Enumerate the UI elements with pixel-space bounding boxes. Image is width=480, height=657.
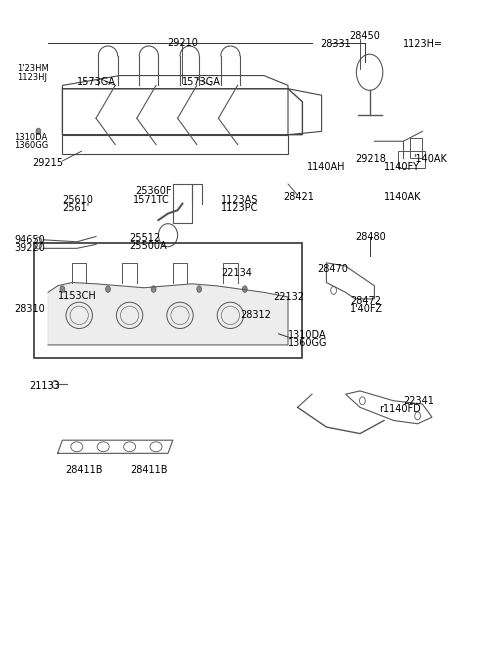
Text: 28421: 28421 — [283, 192, 314, 202]
Text: 25360F: 25360F — [135, 185, 172, 196]
Text: 1'40FZ: 1'40FZ — [350, 304, 384, 314]
Text: 28472: 28472 — [350, 296, 382, 306]
Text: 29218: 29218 — [355, 154, 386, 164]
Text: 28470: 28470 — [317, 264, 348, 275]
Text: 1153CH: 1153CH — [58, 290, 96, 301]
Text: 39220: 39220 — [14, 242, 45, 253]
Text: 1360GG: 1360GG — [288, 338, 327, 348]
Text: 22341: 22341 — [403, 396, 434, 406]
Ellipse shape — [197, 286, 202, 292]
Ellipse shape — [36, 128, 41, 135]
Text: 22134: 22134 — [221, 267, 252, 278]
Text: 1123AS: 1123AS — [221, 195, 258, 206]
Text: 94650: 94650 — [14, 235, 45, 245]
Text: 22132: 22132 — [274, 292, 305, 302]
Text: 1140FY: 1140FY — [384, 162, 420, 172]
Ellipse shape — [106, 286, 110, 292]
Text: 1'23HM: 1'23HM — [17, 64, 48, 74]
Ellipse shape — [242, 286, 247, 292]
Ellipse shape — [151, 286, 156, 292]
Text: 25512: 25512 — [130, 233, 161, 243]
Text: 1140AK: 1140AK — [384, 192, 421, 202]
Text: 1123PC: 1123PC — [221, 203, 258, 214]
Bar — [34, 243, 302, 358]
Bar — [410, 138, 422, 158]
Text: 29210: 29210 — [167, 37, 198, 48]
Ellipse shape — [60, 286, 65, 292]
Text: 28310: 28310 — [14, 304, 45, 314]
Bar — [398, 151, 425, 168]
Text: 1571TC: 1571TC — [133, 195, 169, 206]
Text: 1310DA: 1310DA — [14, 133, 48, 143]
Polygon shape — [48, 283, 288, 345]
Text: 1573GA: 1573GA — [182, 77, 221, 87]
Text: 28411B: 28411B — [130, 464, 168, 475]
Text: 28312: 28312 — [240, 310, 271, 321]
Text: 25610: 25610 — [62, 195, 93, 206]
Text: 25500A: 25500A — [130, 240, 167, 251]
Text: '140AK: '140AK — [413, 154, 447, 164]
Text: 28450: 28450 — [349, 31, 380, 41]
Text: 2561': 2561' — [62, 203, 90, 214]
Text: 29215: 29215 — [33, 158, 63, 168]
Text: 1310DA: 1310DA — [288, 330, 326, 340]
Text: 1573GA: 1573GA — [77, 77, 115, 87]
Text: 1360GG: 1360GG — [14, 141, 48, 150]
Text: 1123H=: 1123H= — [403, 39, 444, 49]
Text: 28331: 28331 — [321, 39, 351, 49]
Text: 21133: 21133 — [29, 380, 60, 391]
Text: 1140AH: 1140AH — [307, 162, 346, 172]
Text: 28480: 28480 — [355, 231, 386, 242]
Text: r1140FD: r1140FD — [379, 403, 421, 414]
Text: 1123HJ: 1123HJ — [17, 73, 47, 82]
Text: 28411B: 28411B — [65, 464, 103, 475]
